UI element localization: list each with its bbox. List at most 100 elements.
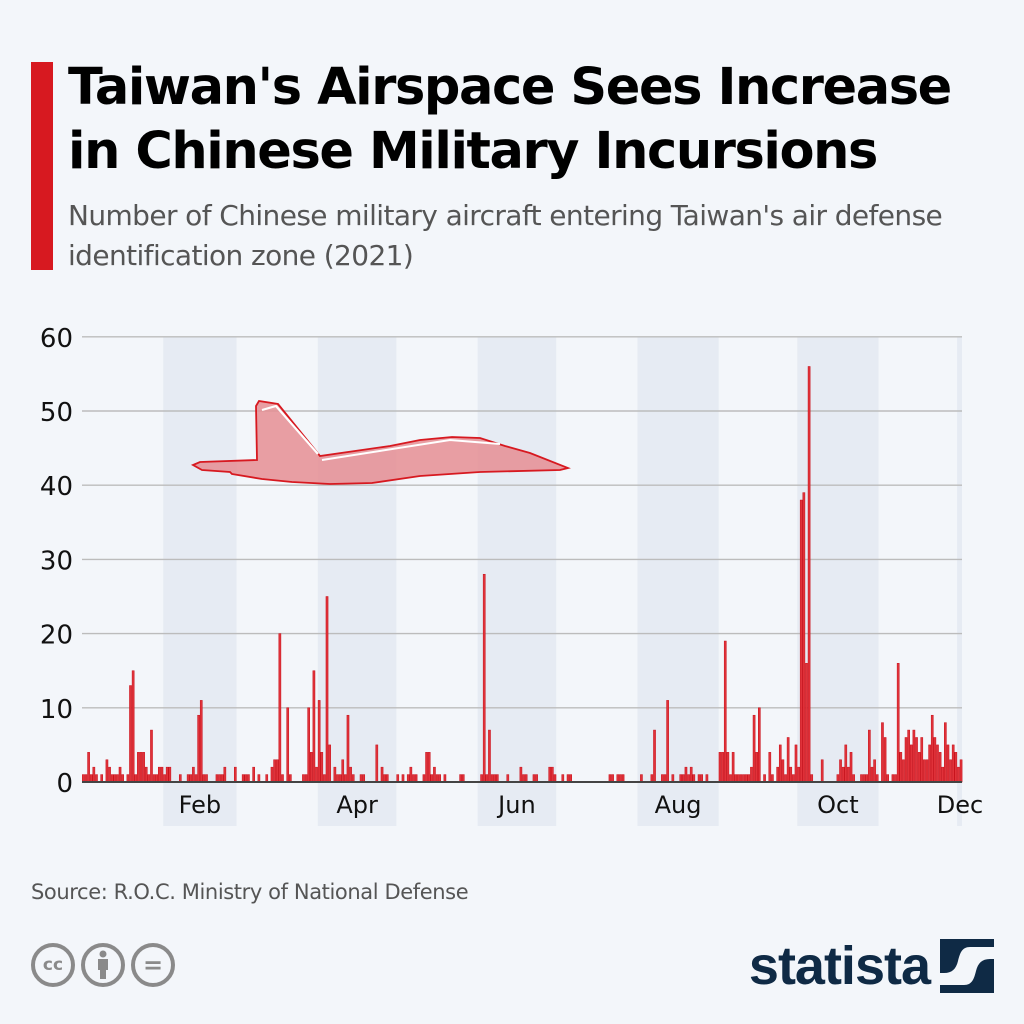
bar <box>951 744 955 783</box>
bar <box>490 774 494 783</box>
bar <box>218 774 221 783</box>
bar <box>768 752 772 783</box>
bar <box>362 774 366 783</box>
bar <box>899 752 903 783</box>
bar <box>621 774 625 783</box>
chart: 0 10 20 30 40 50 60 Feb Apr Jun Aug Oct Dec <box>40 324 983 826</box>
bar <box>839 759 842 783</box>
bar <box>789 766 793 783</box>
bar <box>799 499 803 783</box>
bar <box>923 759 926 783</box>
bar <box>726 752 730 783</box>
bar <box>700 774 703 783</box>
month-band-oct <box>797 337 879 826</box>
bar <box>118 766 122 783</box>
bar <box>134 774 138 783</box>
bar <box>139 752 143 783</box>
bar <box>168 766 172 783</box>
cc-icon[interactable]: cc <box>31 943 75 987</box>
bar <box>383 774 386 783</box>
bar <box>723 640 727 783</box>
bar <box>317 700 321 783</box>
bar <box>886 774 890 783</box>
bar <box>89 774 93 783</box>
bar <box>100 774 104 783</box>
bar <box>616 774 620 783</box>
bar <box>611 774 614 783</box>
bar <box>729 774 732 783</box>
bar <box>535 774 538 783</box>
bar <box>860 774 863 783</box>
bar <box>608 774 612 783</box>
bar <box>959 759 963 783</box>
x-tick-label: Oct <box>817 791 859 819</box>
bar <box>160 766 164 783</box>
bar <box>661 774 664 783</box>
bar <box>438 774 441 783</box>
bar <box>328 744 331 783</box>
bar <box>273 759 276 783</box>
bar <box>433 766 436 783</box>
bar <box>270 766 274 783</box>
bar <box>286 707 290 783</box>
bar <box>265 774 269 783</box>
no-derivatives-icon[interactable]: = <box>131 943 175 987</box>
bar <box>865 774 869 783</box>
bar <box>805 663 808 783</box>
y-tick-label: 60 <box>40 324 73 354</box>
bar <box>194 774 198 783</box>
bar <box>663 774 667 783</box>
attribution-icon[interactable] <box>81 943 125 987</box>
bar <box>883 737 887 783</box>
bar <box>650 774 654 783</box>
bar <box>87 752 90 783</box>
bar <box>359 774 363 783</box>
chart-title: Taiwan's Airspace Sees Increase in Chine… <box>68 58 952 181</box>
bar <box>435 774 439 783</box>
bar <box>781 759 785 783</box>
source-note: Source: R.O.C. Ministry of National Defe… <box>31 880 469 904</box>
bar <box>679 774 683 783</box>
bar <box>244 774 248 783</box>
bar <box>247 774 250 783</box>
bar <box>152 774 156 783</box>
bar <box>802 492 806 783</box>
bar <box>199 700 203 783</box>
bar <box>385 774 389 783</box>
bar <box>307 707 310 783</box>
month-band-aug <box>637 337 719 826</box>
bar <box>737 774 740 783</box>
bar <box>933 737 937 783</box>
bar <box>427 752 431 783</box>
bar <box>524 774 528 783</box>
statista-logo[interactable]: statista <box>749 935 994 997</box>
bar <box>309 752 313 783</box>
bar <box>938 752 942 783</box>
bar <box>425 752 428 783</box>
bar <box>116 774 119 783</box>
bar <box>687 774 690 783</box>
bar <box>792 774 795 783</box>
bar <box>158 766 161 783</box>
bar <box>315 766 318 783</box>
bar <box>941 766 945 783</box>
bar <box>488 729 491 783</box>
bar <box>836 774 840 783</box>
bar <box>320 752 324 783</box>
bar <box>786 737 790 783</box>
accent-bar <box>31 62 53 270</box>
bar <box>907 729 910 783</box>
bar <box>323 774 326 783</box>
bar <box>944 722 947 783</box>
bar <box>742 774 745 783</box>
bar <box>870 766 874 783</box>
bar <box>412 774 415 783</box>
bar <box>341 759 345 783</box>
bar <box>234 766 237 783</box>
y-tick-label: 10 <box>40 695 73 725</box>
x-tick-label: Dec <box>937 791 983 819</box>
bar <box>697 774 701 783</box>
bar <box>482 573 486 783</box>
bar <box>349 766 352 783</box>
bar <box>875 774 879 783</box>
